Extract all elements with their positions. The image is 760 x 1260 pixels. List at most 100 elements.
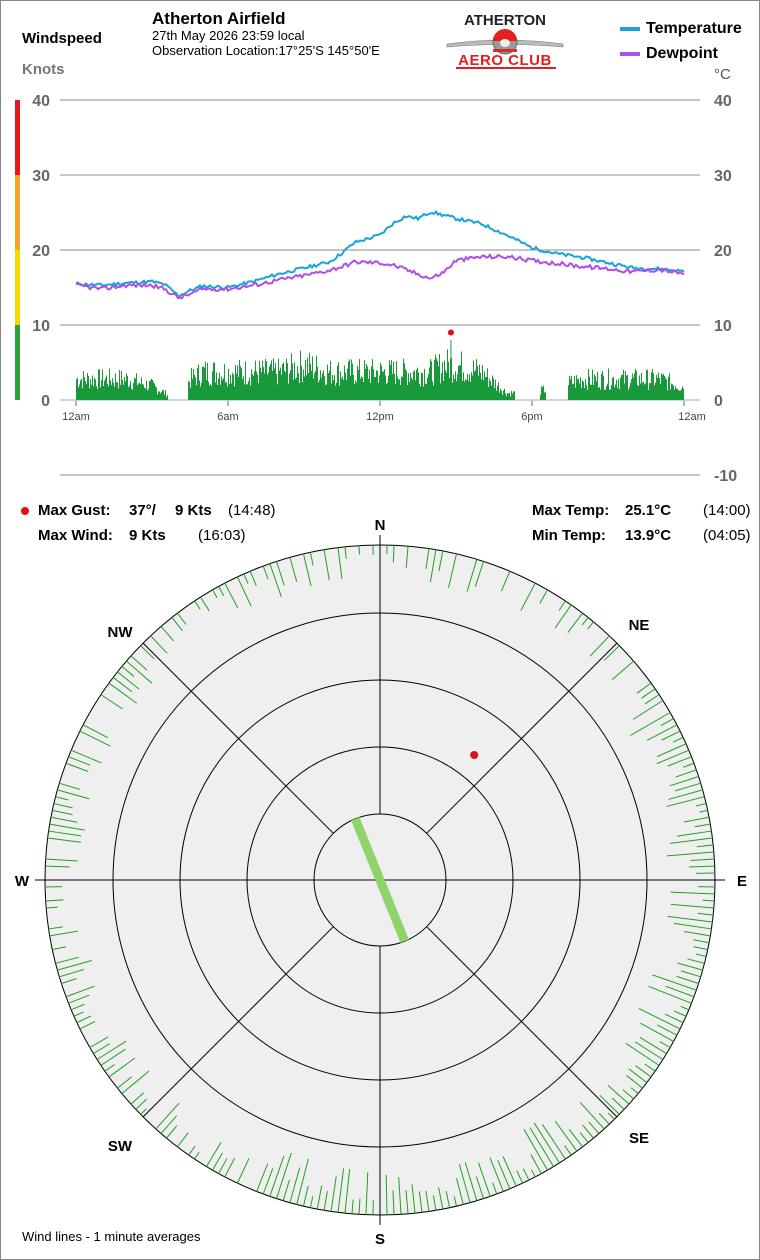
wind-line [607, 1112, 615, 1120]
wind-line [702, 899, 715, 902]
compass-label-ne: NE [629, 617, 650, 634]
wind-line [530, 1154, 542, 1174]
wind-line [82, 724, 109, 739]
wind-line [59, 782, 80, 790]
wind-line [188, 1146, 196, 1156]
wind-line [55, 796, 69, 801]
wind-line [76, 1015, 92, 1024]
wind-line [696, 844, 714, 848]
wind-line [641, 688, 656, 699]
compass-label-e: E [737, 873, 747, 890]
wind-line [660, 718, 674, 727]
wind-line [411, 1184, 416, 1214]
wind-line [45, 865, 70, 868]
average-wind-bar [351, 817, 409, 943]
wind-line [554, 1120, 578, 1152]
wind-line [104, 1064, 115, 1072]
wind-line [160, 626, 175, 642]
wind-line [243, 573, 249, 584]
wind-line [117, 671, 140, 690]
scale-bar-green [15, 325, 20, 400]
wind-line [177, 612, 187, 625]
wind-line [96, 1040, 127, 1060]
observation-date: 27th May 2026 23:59 local [152, 28, 305, 43]
wind-line [160, 1115, 177, 1134]
wind-line [644, 694, 660, 705]
wind-line [262, 1168, 274, 1195]
wind-line [269, 1155, 285, 1197]
wind-line [212, 589, 218, 599]
rose-gust-marker [470, 750, 479, 759]
rose-spoke [142, 642, 334, 834]
wind-line [108, 1057, 136, 1078]
wind-line [693, 939, 710, 944]
dewpoint-line [75, 253, 685, 300]
right-tick-label: 20 [714, 243, 732, 260]
wind-line [309, 552, 314, 566]
wind-line [418, 1191, 423, 1213]
wind-line [694, 823, 711, 828]
wind-line [218, 1158, 228, 1174]
wind-line [489, 1157, 504, 1192]
wind-line [249, 570, 257, 586]
wind-line [140, 1108, 147, 1115]
max-gust-direction: 37°/ [129, 502, 156, 519]
max-gust-label: Max Gust: [38, 502, 111, 519]
max-temp-time: (14:00) [703, 502, 751, 519]
wind-line [567, 612, 583, 633]
wind-line [130, 655, 148, 671]
wind-line [45, 899, 64, 902]
wind-line [45, 858, 78, 862]
wind-line [365, 1172, 369, 1215]
chart-labels: 40 30 20 10 0 40 30 20 10 0 -10 12am 6am 12pm 6pm 12am [32, 93, 737, 485]
wind-line [501, 570, 511, 592]
compass-label-se: SE [629, 1130, 649, 1147]
wind-line [477, 1162, 491, 1197]
wind-line [638, 1008, 681, 1030]
legend-dewpoint-swatch [620, 51, 640, 56]
wind-line [89, 1036, 109, 1048]
legend-temperature: Temperature [620, 20, 742, 38]
logo-top-text: ATHERTON [464, 12, 546, 29]
wind-line [65, 985, 95, 998]
wind-line [690, 858, 715, 861]
max-gust-time: (14:48) [228, 502, 276, 519]
wind-line [680, 970, 701, 978]
wind-line [579, 1132, 589, 1143]
wind-line [670, 903, 714, 909]
rose-spoke [426, 642, 618, 834]
wind-line [276, 561, 285, 586]
wind-line [79, 730, 111, 747]
wind-line [628, 1068, 648, 1083]
wind-line [385, 1175, 388, 1215]
wind-line [236, 576, 252, 607]
wind-line [425, 1190, 430, 1212]
wind-line [587, 621, 594, 630]
min-temp-label: Min Temp: [532, 527, 606, 544]
wind-line [68, 994, 90, 1004]
max-temp-value: 25.1°C [625, 502, 672, 519]
wind-line [49, 823, 85, 831]
wind-line [52, 809, 73, 816]
wind-line [646, 724, 678, 741]
wind-line [59, 968, 84, 978]
wind-line [697, 912, 714, 916]
wind-line [330, 1176, 337, 1212]
left-tick-label: 10 [32, 318, 50, 335]
wind-line [673, 1010, 687, 1017]
wind-line [303, 1185, 309, 1207]
wind-line [680, 1005, 690, 1011]
wind-line [47, 837, 81, 843]
wind-line [108, 682, 137, 704]
max-temp-label: Max Temp: [532, 502, 610, 519]
wind-line [568, 1128, 583, 1148]
temperature-unit: °C [714, 66, 731, 83]
wind-line [673, 922, 712, 930]
wind-line [262, 565, 269, 580]
wind-line [171, 617, 183, 632]
wind-line [666, 851, 714, 857]
wind-line [539, 589, 548, 604]
wind-line [269, 563, 282, 598]
wind-line [558, 600, 566, 611]
min-temp-time: (04:05) [703, 527, 751, 544]
